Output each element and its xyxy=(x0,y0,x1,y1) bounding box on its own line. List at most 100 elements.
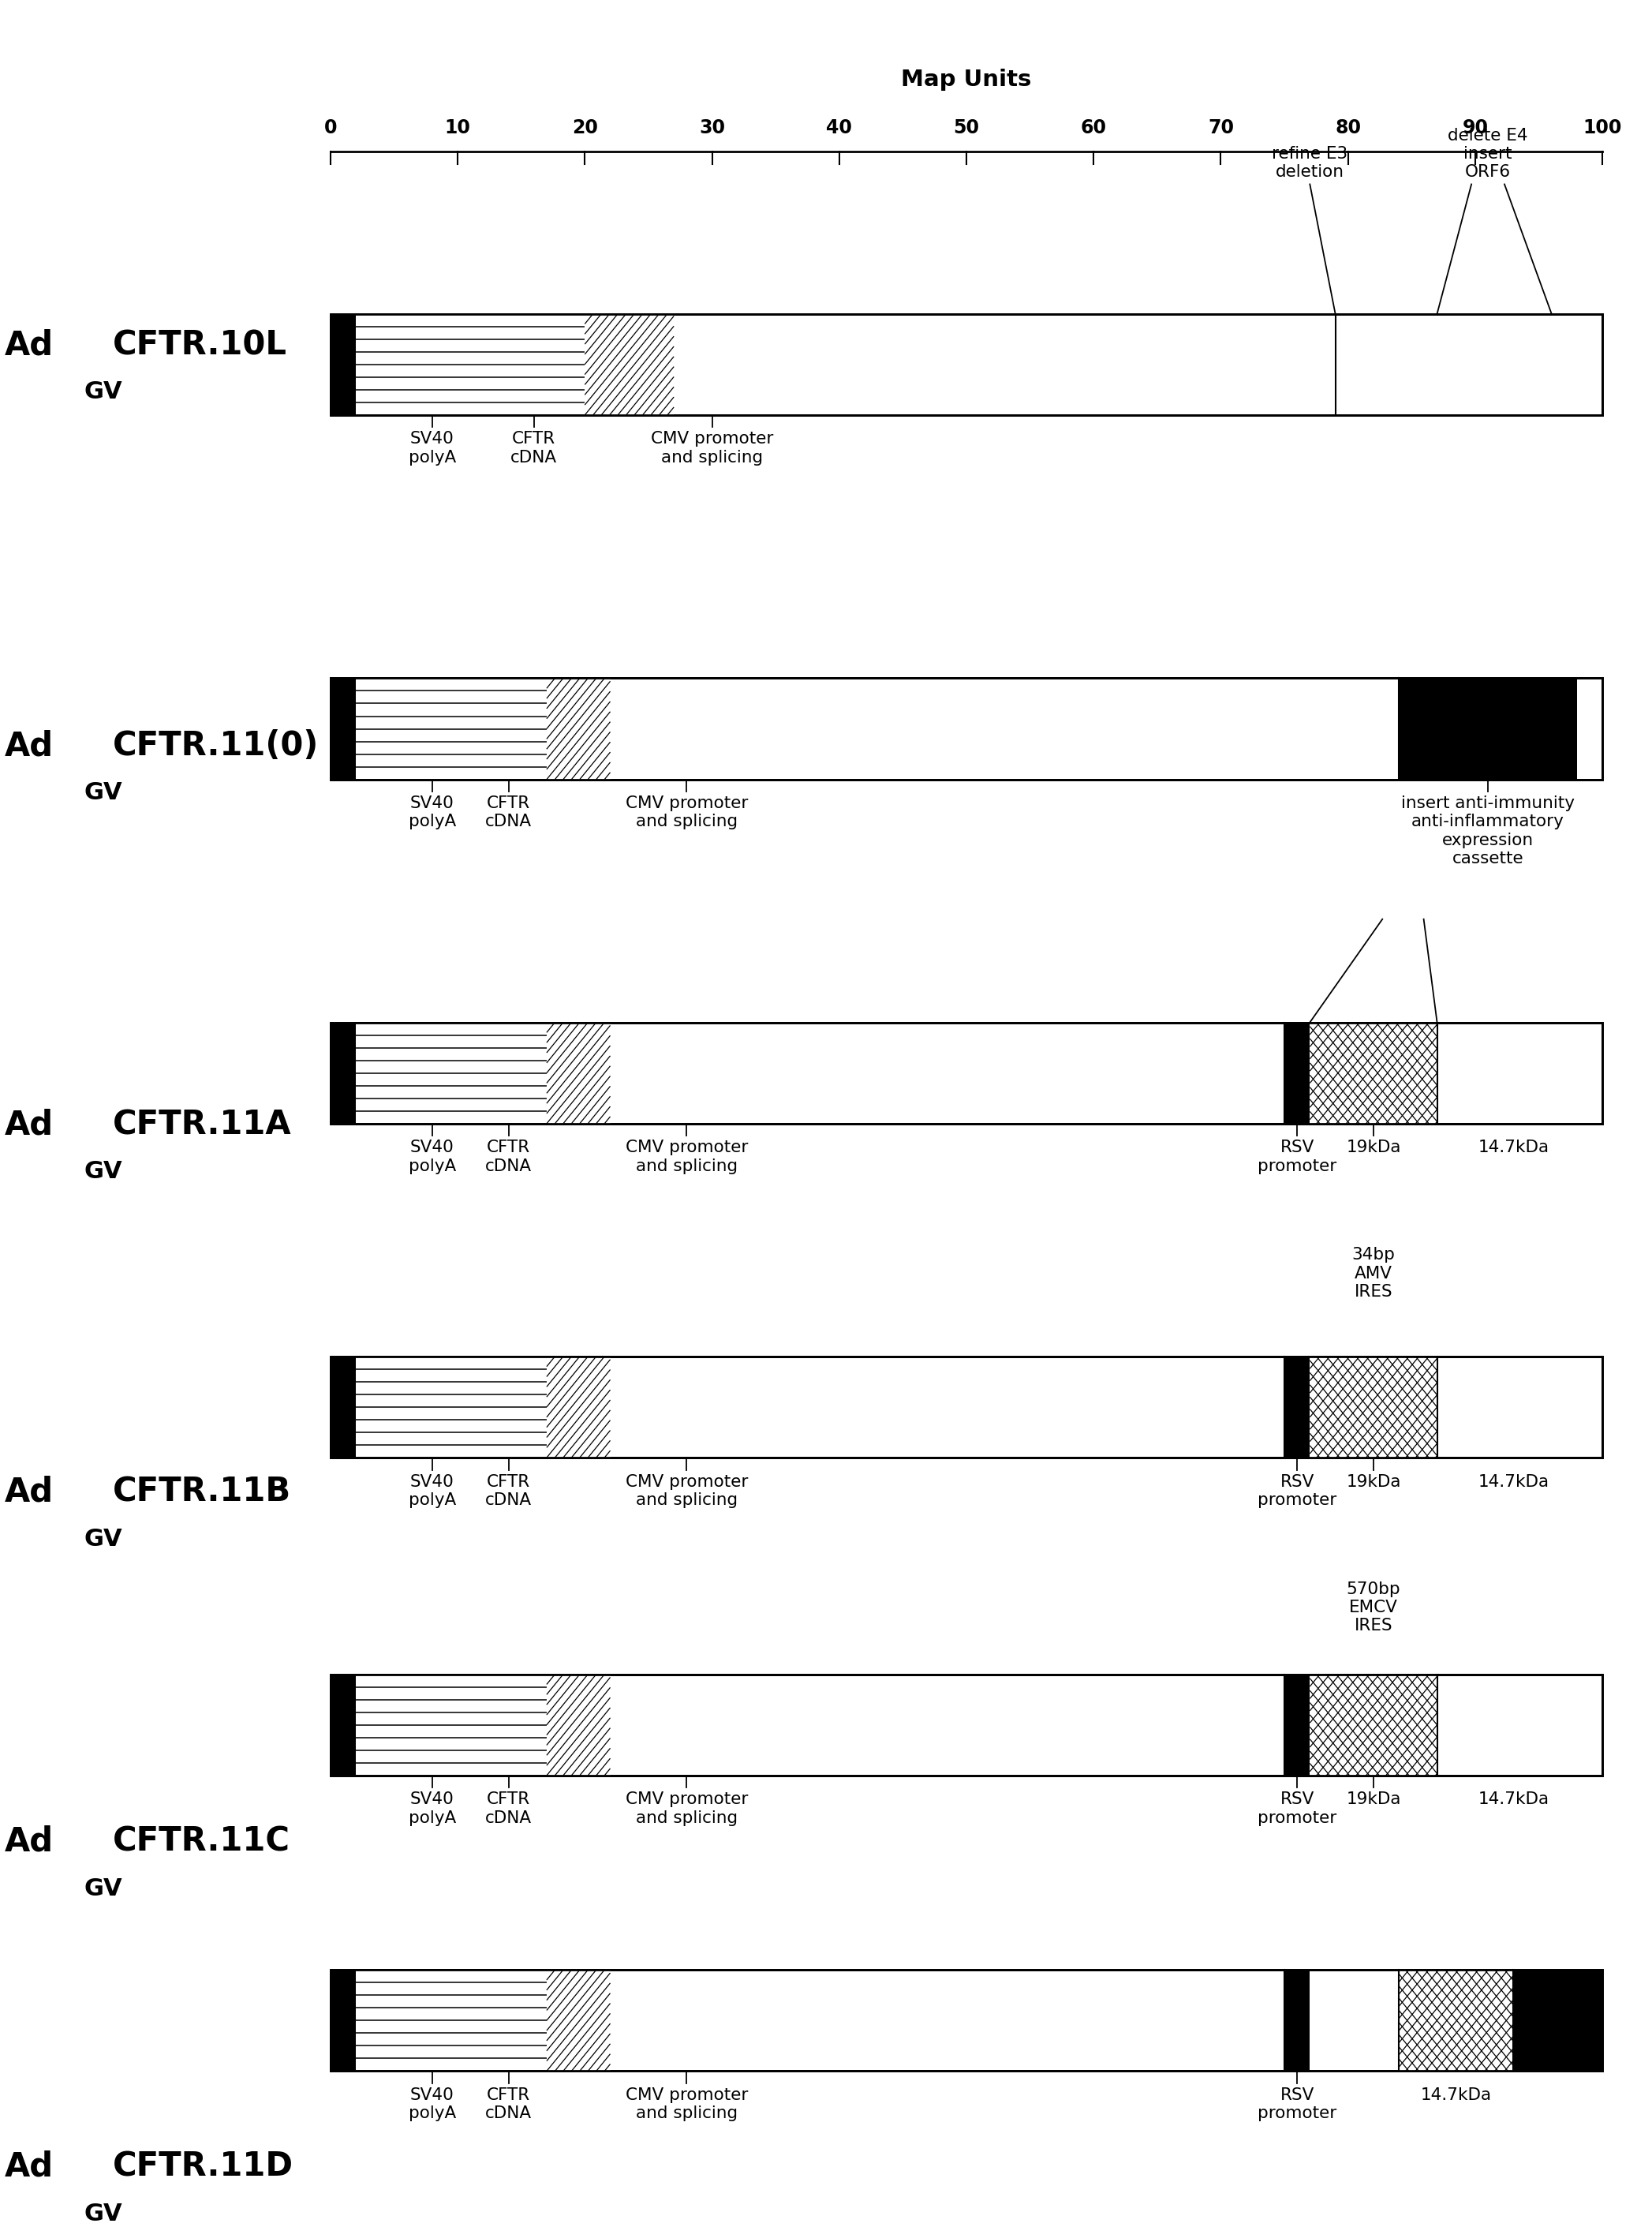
Text: GV: GV xyxy=(84,782,122,804)
Text: Ad: Ad xyxy=(5,1477,55,1508)
Text: 20: 20 xyxy=(572,118,598,138)
Text: 100: 100 xyxy=(1583,118,1622,138)
Text: CFTR
cDNA: CFTR cDNA xyxy=(486,1793,532,1826)
Text: CFTR.11A: CFTR.11A xyxy=(112,1109,291,1140)
Text: CFTR.11(0): CFTR.11(0) xyxy=(112,730,319,762)
Text: 14.7kDa: 14.7kDa xyxy=(1421,2087,1492,2102)
Bar xyxy=(355,1971,547,2071)
Bar xyxy=(330,1022,1602,1125)
Text: 10: 10 xyxy=(444,118,471,138)
Text: 34bp
AMV
IRES: 34bp AMV IRES xyxy=(1351,1247,1396,1301)
Text: Map Units: Map Units xyxy=(902,69,1031,91)
Text: CMV promoter
and splicing: CMV promoter and splicing xyxy=(651,432,773,465)
Bar xyxy=(355,679,547,779)
Bar xyxy=(330,314,1602,414)
Text: 0: 0 xyxy=(324,118,337,138)
Text: CMV promoter
and splicing: CMV promoter and splicing xyxy=(624,795,748,831)
Text: 14.7kDa: 14.7kDa xyxy=(1479,1140,1550,1156)
Text: refine E3
deletion: refine E3 deletion xyxy=(1272,147,1348,180)
Bar xyxy=(547,1356,610,1459)
Bar xyxy=(355,1675,547,1775)
Text: GV: GV xyxy=(84,2203,122,2225)
Bar xyxy=(547,679,610,779)
Text: 60: 60 xyxy=(1080,118,1107,138)
Text: CFTR
cDNA: CFTR cDNA xyxy=(510,432,557,465)
Text: CFTR.11B: CFTR.11B xyxy=(112,1477,291,1508)
Text: GV: GV xyxy=(84,1528,122,1550)
Bar xyxy=(330,1356,355,1459)
Bar xyxy=(1310,1356,1437,1459)
Text: 19kDa: 19kDa xyxy=(1346,1474,1401,1490)
Text: GV: GV xyxy=(84,381,122,403)
Text: 19kDa: 19kDa xyxy=(1346,1140,1401,1156)
Text: SV40
polyA: SV40 polyA xyxy=(408,1474,456,1508)
Text: CMV promoter
and splicing: CMV promoter and splicing xyxy=(624,2087,748,2122)
Bar xyxy=(330,1675,1602,1775)
Text: CFTR
cDNA: CFTR cDNA xyxy=(486,2087,532,2122)
Text: GV: GV xyxy=(84,1160,122,1183)
Text: delete E4
insert
ORF6: delete E4 insert ORF6 xyxy=(1447,127,1528,180)
Bar xyxy=(330,1022,355,1125)
Text: 570bp
EMCV
IRES: 570bp EMCV IRES xyxy=(1346,1581,1401,1635)
Bar xyxy=(1285,1675,1310,1775)
Text: CFTR
cDNA: CFTR cDNA xyxy=(486,795,532,831)
Text: Ad: Ad xyxy=(5,2151,55,2182)
Text: Ad: Ad xyxy=(5,1109,55,1140)
Bar xyxy=(1399,679,1578,779)
Text: 80: 80 xyxy=(1335,118,1361,138)
Bar xyxy=(330,1971,355,2071)
Text: 14.7kDa: 14.7kDa xyxy=(1479,1474,1550,1490)
Bar xyxy=(547,1971,610,2071)
Bar xyxy=(585,314,674,414)
Bar xyxy=(330,679,355,779)
Bar xyxy=(1513,1971,1602,2071)
Text: CMV promoter
and splicing: CMV promoter and splicing xyxy=(624,1140,748,1174)
Text: RSV
promoter: RSV promoter xyxy=(1257,2087,1336,2122)
Text: 30: 30 xyxy=(699,118,725,138)
Text: RSV
promoter: RSV promoter xyxy=(1257,1140,1336,1174)
Bar xyxy=(547,1675,610,1775)
Text: CMV promoter
and splicing: CMV promoter and splicing xyxy=(624,1793,748,1826)
Text: CFTR.11C: CFTR.11C xyxy=(112,1826,289,1857)
Bar xyxy=(1285,1022,1310,1125)
Text: CFTR
cDNA: CFTR cDNA xyxy=(486,1140,532,1174)
Text: CFTR
cDNA: CFTR cDNA xyxy=(486,1474,532,1508)
Bar xyxy=(1285,1971,1310,2071)
Text: CFTR.11D: CFTR.11D xyxy=(112,2151,292,2182)
Text: insert anti-immunity
anti-inflammatory
expression
cassette: insert anti-immunity anti-inflammatory e… xyxy=(1401,795,1574,866)
Bar xyxy=(355,1356,547,1459)
Bar xyxy=(1310,1022,1437,1125)
Text: 19kDa: 19kDa xyxy=(1346,1793,1401,1808)
Text: Ad: Ad xyxy=(5,1826,55,1857)
Text: SV40
polyA: SV40 polyA xyxy=(408,2087,456,2122)
Bar xyxy=(1310,1675,1437,1775)
Text: 70: 70 xyxy=(1208,118,1234,138)
Bar xyxy=(1399,1971,1513,2071)
Bar xyxy=(1285,1356,1310,1459)
Bar xyxy=(330,314,355,414)
Text: GV: GV xyxy=(84,1877,122,1900)
Text: CFTR.10L: CFTR.10L xyxy=(112,330,287,361)
Text: Ad: Ad xyxy=(5,730,55,762)
Bar xyxy=(330,679,1602,779)
Text: SV40
polyA: SV40 polyA xyxy=(408,1793,456,1826)
Bar xyxy=(330,1356,1602,1459)
Bar xyxy=(330,1675,1602,1775)
Text: 40: 40 xyxy=(826,118,852,138)
Text: SV40
polyA: SV40 polyA xyxy=(408,795,456,831)
Text: RSV
promoter: RSV promoter xyxy=(1257,1793,1336,1826)
Text: 50: 50 xyxy=(953,118,980,138)
Bar xyxy=(547,1022,610,1125)
Bar xyxy=(330,679,1602,779)
Text: 14.7kDa: 14.7kDa xyxy=(1479,1793,1550,1808)
Bar xyxy=(330,1971,1602,2071)
Bar xyxy=(330,1022,1602,1125)
Bar xyxy=(355,1022,547,1125)
Text: SV40
polyA: SV40 polyA xyxy=(408,1140,456,1174)
Bar xyxy=(330,314,1602,414)
Text: SV40
polyA: SV40 polyA xyxy=(408,432,456,465)
Text: 90: 90 xyxy=(1462,118,1488,138)
Bar xyxy=(330,1356,1602,1459)
Text: CMV promoter
and splicing: CMV promoter and splicing xyxy=(624,1474,748,1508)
Bar xyxy=(355,314,585,414)
